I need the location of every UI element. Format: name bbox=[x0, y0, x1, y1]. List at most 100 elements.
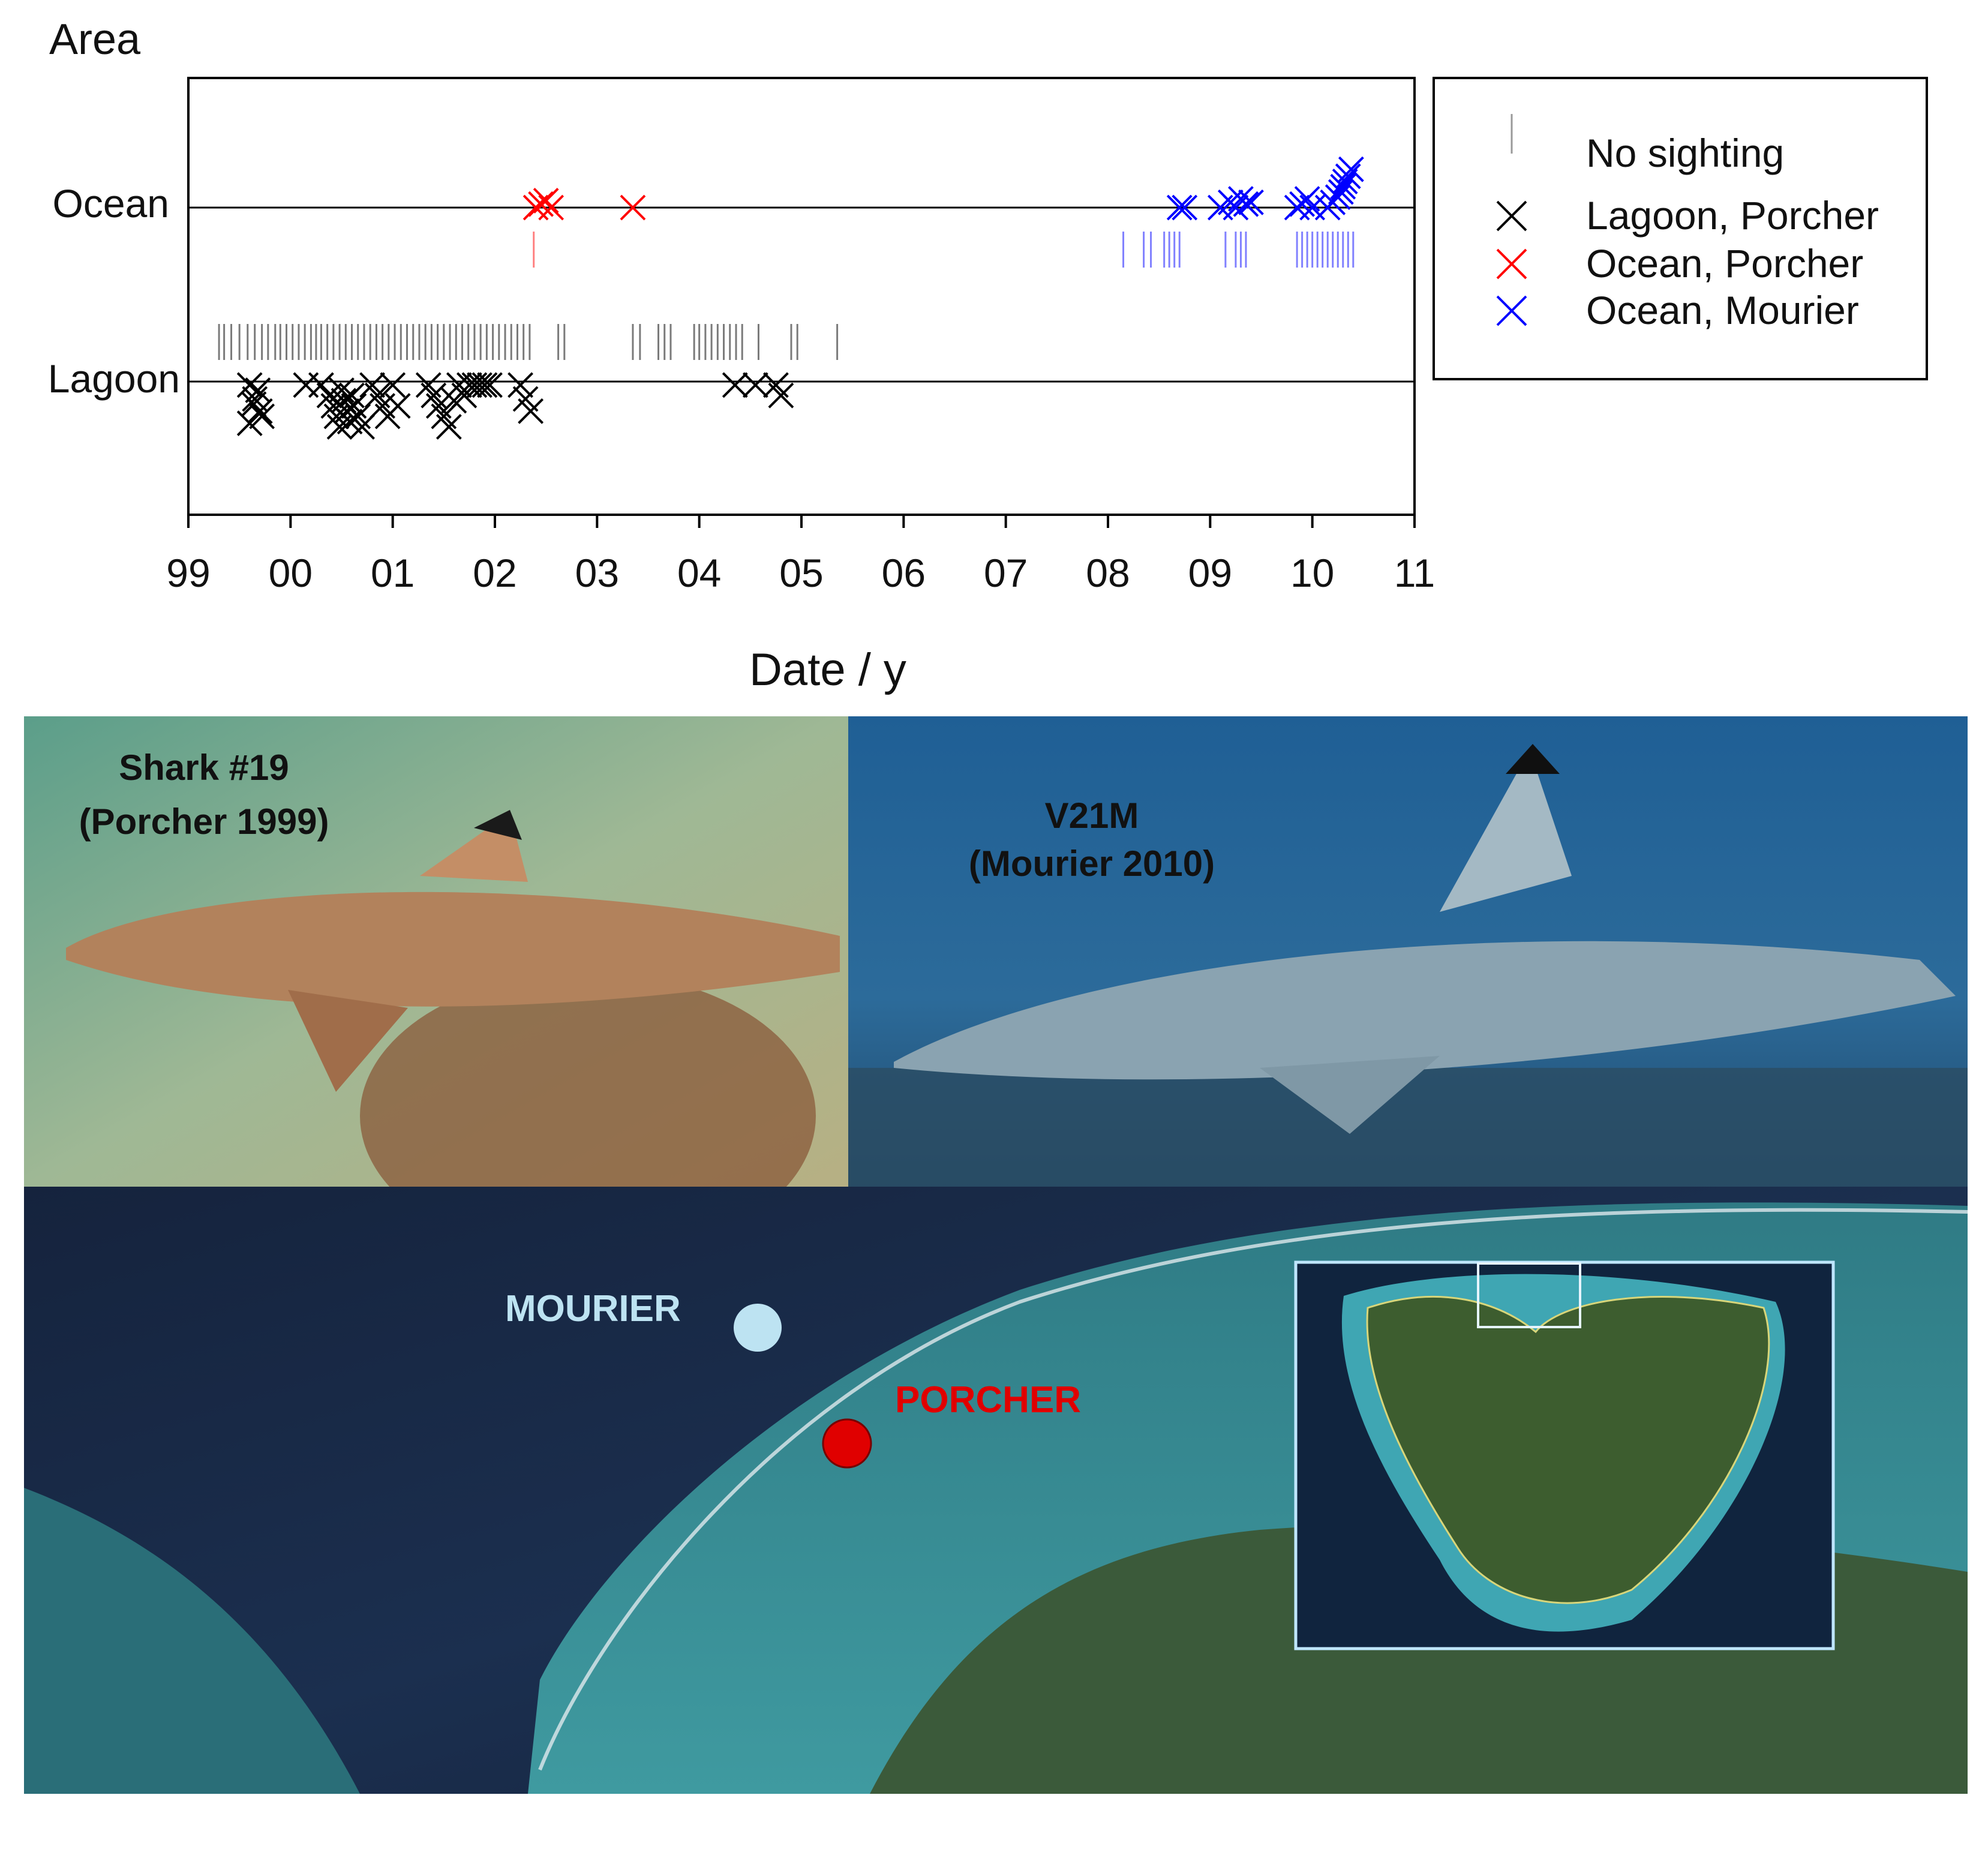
sighting-marker bbox=[308, 372, 334, 398]
sighting-marker bbox=[722, 372, 748, 398]
marker-stroke bbox=[1338, 156, 1364, 182]
marker-stroke bbox=[242, 386, 268, 412]
marker-stroke bbox=[1332, 169, 1358, 194]
sighting-marker bbox=[1332, 169, 1358, 194]
y-axis-title: Area bbox=[49, 16, 141, 64]
shark-silhouette-right bbox=[894, 744, 1956, 1134]
sighting-marker bbox=[349, 413, 375, 440]
sighting-marker bbox=[533, 187, 559, 214]
x-axis-title: Date / y bbox=[749, 644, 906, 695]
x-tick-label: 06 bbox=[882, 551, 926, 595]
sighting-marker bbox=[742, 372, 768, 398]
sighting-marker bbox=[507, 372, 533, 398]
photo-left-label-line1: Shark #19 bbox=[119, 748, 289, 788]
sighting-marker bbox=[1294, 186, 1320, 212]
marker-stroke bbox=[339, 382, 365, 409]
marker-stroke bbox=[341, 393, 367, 419]
sighting-marker bbox=[436, 413, 462, 440]
sighting-marker bbox=[385, 393, 411, 419]
x-tick-label: 05 bbox=[779, 551, 823, 595]
x-tick-label: 03 bbox=[575, 551, 619, 595]
left-reef bbox=[24, 1488, 360, 1794]
sighting-markers bbox=[236, 156, 1364, 440]
inset-map bbox=[1294, 1260, 1835, 1650]
sighting-marker bbox=[768, 382, 794, 409]
marker-stroke bbox=[518, 398, 544, 424]
marker-stroke bbox=[1335, 163, 1361, 190]
legend-marker-stroke bbox=[1496, 200, 1527, 232]
marker-stroke bbox=[436, 413, 462, 440]
legend-label: Ocean, Mourier bbox=[1586, 288, 1859, 332]
inset-island bbox=[1366, 1295, 1770, 1604]
photo-right-label-line1: V21M bbox=[1045, 796, 1139, 836]
no-sighting-ticks bbox=[218, 232, 1355, 360]
site-marker-mourier bbox=[734, 1304, 782, 1352]
marker-stroke bbox=[742, 372, 768, 398]
sighting-marker bbox=[467, 372, 493, 398]
marker-stroke bbox=[1233, 191, 1259, 217]
marker-stroke bbox=[431, 403, 457, 430]
x-tick-label: 10 bbox=[1290, 551, 1334, 595]
reef-crest bbox=[538, 1208, 1968, 1771]
plot-frame bbox=[187, 77, 1416, 516]
marker-stroke bbox=[538, 194, 564, 221]
marker-stroke bbox=[245, 377, 271, 403]
legend-box bbox=[1433, 77, 1928, 380]
legend-marker-stroke bbox=[1496, 295, 1527, 326]
sighting-marker bbox=[236, 410, 263, 437]
marker-stroke bbox=[1166, 194, 1193, 221]
x-tick-label: 00 bbox=[269, 551, 313, 595]
sighting-marker bbox=[1166, 194, 1193, 221]
marker-stroke bbox=[477, 372, 503, 398]
y-tick-label-lagoon: Lagoon bbox=[48, 356, 180, 401]
marker-stroke bbox=[1294, 186, 1320, 212]
sighting-marker bbox=[1223, 194, 1249, 221]
x-axis-ticks: 99 00 01 02 03 04 05 06 07 08 09 10 11 bbox=[166, 515, 1435, 595]
shark-silhouette-left bbox=[66, 810, 840, 1092]
marker-stroke bbox=[329, 377, 355, 403]
sighting-marker bbox=[1338, 156, 1364, 182]
sighting-marker bbox=[249, 403, 275, 430]
sighting-marker bbox=[1172, 194, 1198, 221]
marker-stroke bbox=[249, 403, 275, 430]
x-tick-label: 01 bbox=[371, 551, 415, 595]
photo-left-label-line2: (Porcher 1999) bbox=[79, 802, 329, 842]
x-tick-label: 04 bbox=[677, 551, 721, 595]
marker-stroke bbox=[421, 382, 447, 409]
reef-floor bbox=[848, 1068, 1968, 1187]
marker-stroke bbox=[345, 403, 371, 430]
sighting-marker bbox=[472, 372, 498, 398]
sighting-marker bbox=[241, 391, 267, 418]
marker-stroke bbox=[334, 398, 360, 424]
photo-right-label-line2: (Mourier 2010) bbox=[969, 844, 1215, 884]
x-tick-label: 07 bbox=[984, 551, 1028, 595]
sighting-marker bbox=[339, 382, 365, 409]
sighting-marker bbox=[1233, 191, 1259, 217]
marker-stroke bbox=[507, 372, 533, 398]
marker-stroke bbox=[768, 382, 794, 409]
sighting-marker bbox=[538, 194, 564, 221]
x-tick-label: 09 bbox=[1188, 551, 1232, 595]
marker-stroke bbox=[308, 372, 334, 398]
marker-stroke bbox=[467, 372, 493, 398]
legend-no-sighting-label: No sighting bbox=[1586, 131, 1784, 175]
legend-marker-stroke bbox=[1496, 248, 1527, 280]
marker-stroke bbox=[620, 194, 646, 221]
y-tick-label-ocean: Ocean bbox=[53, 181, 169, 226]
sighting-marker bbox=[380, 372, 406, 398]
marker-stroke bbox=[236, 410, 263, 437]
marker-stroke bbox=[331, 388, 357, 414]
sighting-marker bbox=[477, 372, 503, 398]
marker-stroke bbox=[763, 372, 789, 398]
marker-stroke bbox=[359, 372, 386, 398]
inset-highlight-box bbox=[1477, 1262, 1581, 1328]
marker-stroke bbox=[337, 409, 363, 435]
sighting-marker bbox=[1238, 189, 1264, 215]
sighting-marker bbox=[245, 377, 271, 403]
sighting-marker bbox=[518, 398, 544, 424]
marker-stroke bbox=[380, 372, 406, 398]
site-label-porcher: PORCHER bbox=[895, 1379, 1081, 1421]
